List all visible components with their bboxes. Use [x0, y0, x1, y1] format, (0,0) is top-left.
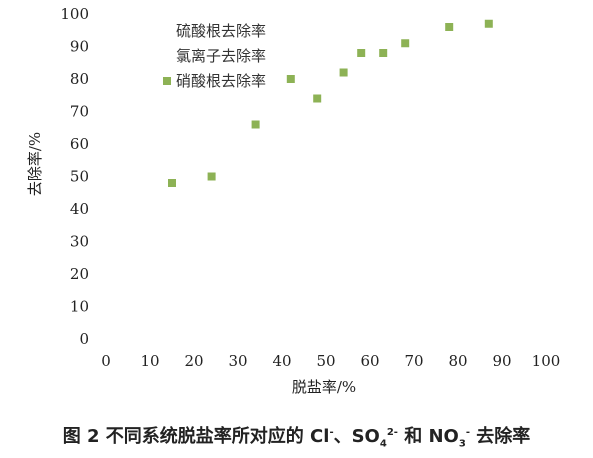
- caption-prefix: 图 2 不同系统脱盐率所对应的 Cl: [62, 426, 330, 447]
- y-tick-label: 0: [79, 330, 89, 348]
- y-axis-title: 去除率/%: [26, 132, 44, 196]
- legend-entry-label: 硝酸根去除率: [176, 72, 266, 90]
- data-point: [401, 39, 410, 48]
- x-tick-label: 30: [228, 352, 247, 370]
- caption-cl-charge: -: [329, 427, 334, 438]
- caption-mid-2: 和 NO: [397, 426, 459, 447]
- data-point: [357, 49, 366, 57]
- x-tick-label: 40: [272, 352, 291, 370]
- caption-so4-subscript: 4: [379, 438, 387, 450]
- data-point: [339, 68, 348, 77]
- x-tick-label: 100: [532, 352, 561, 370]
- y-tick-label: 80: [70, 70, 89, 88]
- scatter-chart: 0 10 20 30 40 50 60 70 80 90 100 0 10 20 30 40 50 60 70 80…: [26, 5, 560, 396]
- x-axis-ticks: 0 10 20 30 40 50 60 70 80 90 100: [101, 352, 560, 370]
- data-point: [207, 172, 216, 181]
- legend-marker: [163, 77, 171, 85]
- data-point: [168, 179, 176, 187]
- legend-entry-label: 氯离子去除率: [176, 47, 266, 65]
- y-tick-label: 90: [70, 38, 89, 56]
- y-axis-ticks: 0 10 20 30 40 50 60 70 80 90 100: [60, 5, 89, 348]
- caption-suffix: 去除率: [469, 426, 531, 447]
- data-point: [286, 75, 295, 83]
- y-tick-label: 30: [70, 233, 89, 251]
- x-tick-label: 20: [184, 352, 203, 370]
- caption-mid-1: 、SO: [333, 426, 380, 447]
- y-tick-label: 50: [70, 168, 89, 186]
- caption-no3-subscript: 3: [458, 438, 466, 450]
- figure-caption: 图 2 不同系统脱盐率所对应的 Cl-、SO42- 和 NO3- 去除率: [0, 422, 593, 450]
- data-point: [251, 120, 260, 129]
- y-tick-label: 20: [70, 265, 89, 283]
- y-tick-label: 70: [70, 103, 89, 121]
- data-point: [445, 23, 454, 31]
- x-axis-title: 脱盐率/%: [292, 378, 356, 396]
- x-tick-label: 0: [101, 352, 111, 370]
- caption-no3-charge: -: [465, 427, 470, 438]
- data-point: [379, 49, 388, 57]
- x-tick-label: 10: [140, 352, 159, 370]
- data-points: [168, 19, 493, 187]
- y-tick-label: 40: [70, 200, 89, 218]
- data-point: [313, 94, 322, 103]
- y-tick-label: 60: [70, 135, 89, 153]
- x-tick-label: 80: [448, 352, 467, 370]
- x-tick-label: 60: [360, 352, 379, 370]
- y-tick-label: 10: [70, 298, 89, 316]
- y-tick-label: 100: [60, 5, 89, 23]
- legend-entry-label: 硫酸根去除率: [176, 22, 266, 40]
- x-tick-label: 70: [404, 352, 423, 370]
- data-point: [484, 19, 493, 28]
- x-tick-label: 90: [492, 352, 511, 370]
- caption-so4-charge: 2-: [386, 427, 398, 438]
- x-tick-label: 50: [316, 352, 335, 370]
